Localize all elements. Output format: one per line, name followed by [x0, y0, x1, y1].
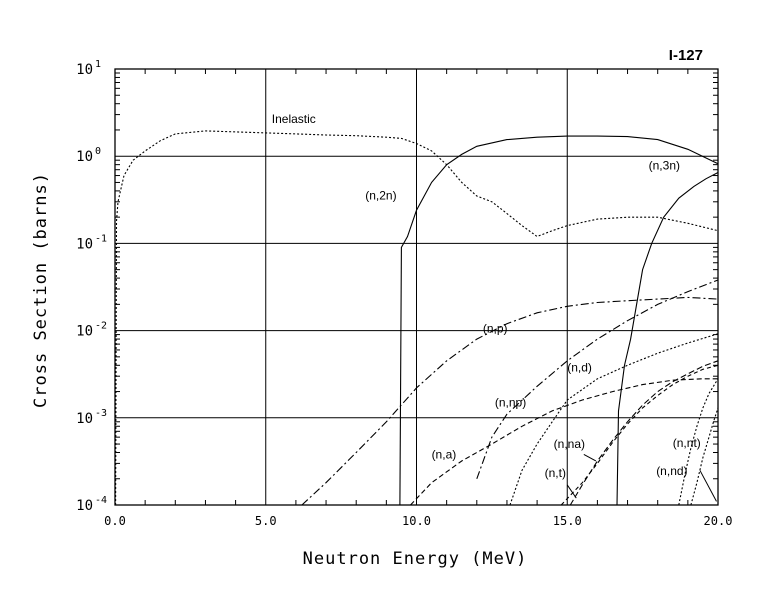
series-line — [690, 407, 719, 506]
y-tick-label: 10 1 — [76, 59, 101, 78]
leader-line — [583, 454, 597, 462]
series-label: Inelastic — [272, 112, 316, 126]
x-ticks: 0.0 5.0 10.0 15.0 20.0 — [104, 514, 732, 528]
grid — [115, 69, 718, 505]
y-tick-exponent: -1 — [95, 233, 107, 244]
series-label: (n,na) — [554, 437, 585, 451]
series-label: (n,nt) — [673, 436, 701, 450]
series-line — [410, 378, 718, 506]
y-tick-label: 10 0 — [76, 146, 101, 165]
x-axis-label: Neutron Energy (MeV) — [303, 549, 528, 569]
x-tick-label: 20.0 — [704, 514, 733, 528]
chart-title: I-127 — [669, 47, 703, 64]
leader-line — [699, 470, 717, 502]
series-line — [115, 130, 719, 506]
y-tick-base: 10 — [76, 324, 93, 340]
series-lines — [115, 130, 719, 506]
leader-line — [566, 484, 577, 499]
y-tick-base: 10 — [76, 149, 93, 165]
y-tick-label: 10 -4 — [76, 495, 107, 514]
series-label: (n,nd) — [656, 464, 687, 478]
y-tick-label: 10 -1 — [76, 233, 107, 252]
series-line — [678, 378, 719, 506]
y-tick-exponent: -4 — [95, 495, 107, 506]
x-tick-label: 10.0 — [402, 514, 431, 528]
plot-frame — [114, 68, 719, 506]
series-line — [616, 172, 719, 506]
series-label: (n,a) — [432, 448, 457, 462]
series-label: (n,2n) — [365, 188, 396, 202]
y-tick-base: 10 — [76, 236, 93, 252]
series-label: (n,3n) — [649, 159, 680, 173]
y-tick-exponent: -3 — [95, 408, 107, 419]
series-label: (n,t) — [545, 466, 566, 480]
series-label: (n,d) — [567, 360, 592, 374]
leader-lines — [566, 454, 717, 502]
series-labels: Inelastic (n,2n) (n,3n) (n,p) (n,np) (n,d) (n,… — [272, 112, 701, 480]
x-tick-label: 15.0 — [553, 514, 582, 528]
series-line — [399, 135, 719, 506]
y-tick-exponent: -2 — [95, 321, 107, 332]
y-tick-base: 10 — [76, 498, 93, 514]
series-label: (n,p) — [483, 322, 508, 336]
series-line — [509, 333, 719, 506]
y-tick-exponent: 0 — [95, 146, 101, 157]
y-tick-exponent: 1 — [95, 59, 101, 70]
series-line — [569, 360, 719, 506]
series-line — [560, 364, 719, 506]
x-tick-label: 0.0 — [104, 514, 126, 528]
series-line — [476, 279, 719, 479]
y-tick-base: 10 — [76, 411, 93, 427]
y-axis-label: Cross Section (barns) — [31, 172, 51, 408]
series-line — [301, 296, 719, 506]
y-tick-base: 10 — [76, 62, 93, 78]
series-label: (n,np) — [495, 395, 526, 409]
x-tick-label: 5.0 — [255, 514, 277, 528]
y-tick-label: 10 -3 — [76, 408, 107, 427]
y-tick-label: 10 -2 — [76, 321, 107, 340]
